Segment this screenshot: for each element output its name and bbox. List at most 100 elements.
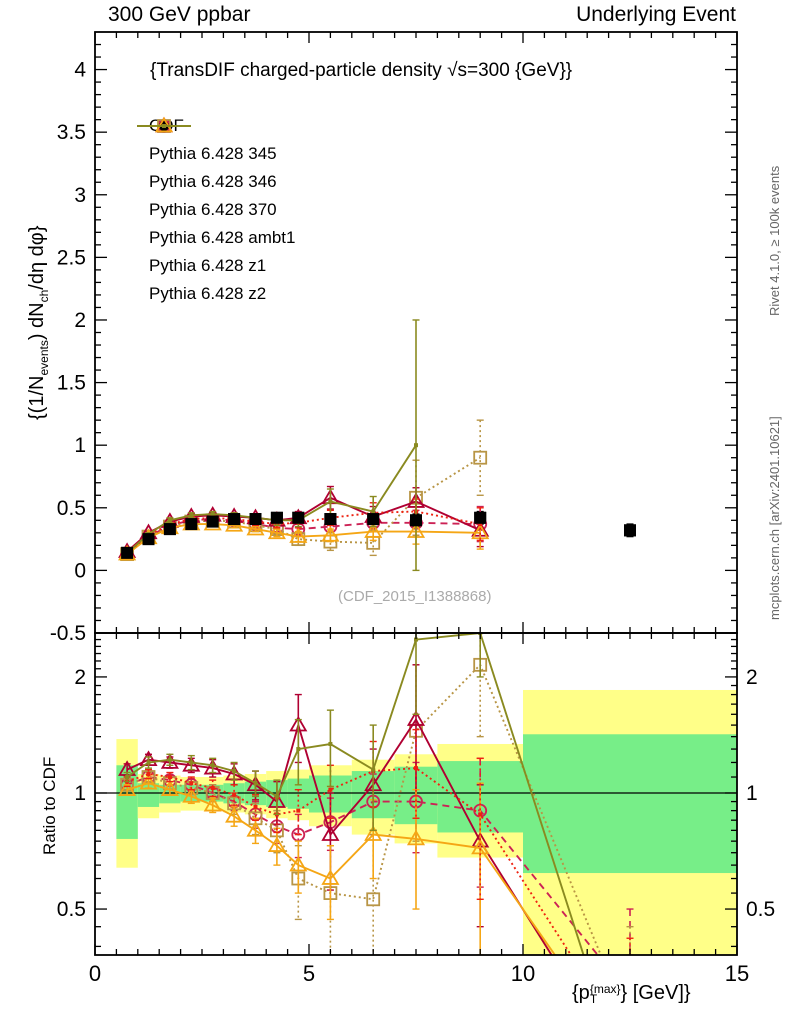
y-tick-label: 1.5: [57, 372, 86, 395]
legend-label: Pythia 6.428 345: [149, 144, 277, 163]
marker-square-filled: [228, 513, 241, 526]
marker-triangle: [182, 787, 201, 803]
marker-dot: [296, 747, 301, 752]
ratio-line: [126, 776, 599, 955]
ratio-line: [126, 782, 557, 955]
marker-dot: [274, 794, 279, 799]
ratio-y-tick-label: 2: [74, 666, 86, 689]
marker-dot: [189, 781, 194, 786]
marker-square-filled: [249, 513, 262, 526]
marker-dot: [232, 769, 237, 774]
marker-triangle: [160, 753, 179, 769]
marker-dot: [253, 781, 258, 786]
marker-triangle: [364, 825, 383, 841]
marker-square-filled: [163, 523, 176, 536]
marker-dot: [253, 804, 258, 809]
marker-dot: [232, 792, 237, 797]
marker-dot: [296, 808, 301, 813]
marker-dot: [414, 637, 418, 642]
x-label-p1: {p: [572, 982, 590, 1004]
legend-item[interactable]: Pythia 6.428 z1: [135, 124, 295, 280]
marker-triangle: [246, 821, 265, 837]
marker-square: [366, 892, 381, 907]
marker-triangle: [321, 526, 340, 542]
legend-swatch: [137, 124, 191, 128]
legend-item[interactable]: Pythia 6.428 z2: [135, 124, 295, 308]
marker-square-filled: [270, 511, 283, 524]
legend-item[interactable]: Pythia 6.428 ambt1: [135, 116, 296, 252]
marker-dot: [125, 775, 130, 780]
legend-item[interactable]: Pythia 6.428 345: [135, 119, 295, 168]
ratio-line: [126, 633, 585, 955]
marker-square-filled: [142, 533, 155, 546]
marker-dot: [189, 760, 194, 765]
legend-label: Pythia 6.428 z2: [149, 284, 267, 303]
marker-triangle: [289, 855, 308, 872]
marker-triangle: [321, 825, 340, 841]
marker-dot: [146, 772, 151, 777]
ratio-y-tick-label-right: 2: [746, 666, 758, 689]
x-axis-label: {p {max} T } [GeV]}: [572, 982, 691, 1005]
marker-triangle: [246, 519, 265, 536]
ratio-line: [126, 663, 602, 955]
marker-dot: [478, 812, 483, 817]
band-inner: [523, 734, 737, 874]
y-tick-label: -0.5: [50, 622, 86, 645]
legend-label: Pythia 6.428 ambt1: [149, 228, 296, 247]
marker-triangle: [160, 780, 179, 796]
marker-triangle: [267, 836, 286, 852]
marker-dot: [167, 757, 172, 762]
marker-dot: [167, 775, 172, 780]
legend-item[interactable]: Pythia 6.428 370: [135, 116, 295, 224]
marker-circle: [624, 989, 636, 1001]
y-tick-label: 3.5: [57, 121, 86, 144]
plot-title: {TransDIF charged-particle density √s=30…: [150, 60, 573, 81]
marker-square: [624, 1019, 636, 1024]
cdf-data-points: [121, 511, 636, 559]
marker-square-filled: [410, 514, 422, 527]
marker-dot: [478, 522, 483, 527]
marker-square-filled: [324, 513, 337, 526]
ratio-y-tick-label-right: 0.5: [746, 898, 775, 921]
marker-triangle: [139, 773, 158, 790]
marker-dot: [371, 509, 376, 514]
y-tick-label: 2.5: [57, 246, 86, 269]
marker-square-filled: [206, 515, 219, 528]
ratio-uncertainty-bands: [116, 689, 737, 955]
marker-triangle: [182, 755, 201, 772]
marker-triangle: [406, 829, 426, 846]
header-left: 300 GeV ppbar: [108, 3, 251, 26]
marker-square-filled: [474, 511, 487, 524]
marker-dot: [328, 499, 333, 504]
ratio-y-tick-label: 1: [74, 782, 86, 805]
y-tick-label: 1: [74, 434, 86, 457]
marker-square-filled: [121, 546, 134, 559]
header-right: Underlying Event: [576, 3, 736, 26]
x-tick-label: 15: [725, 961, 749, 986]
marker-triangle: [118, 780, 137, 796]
y-tick-label: 3: [74, 184, 86, 207]
ratio-y-tick-label-right: 1: [746, 782, 758, 805]
ratio-line: [126, 717, 553, 955]
marker-square-filled: [292, 511, 305, 524]
marker-triangle: [289, 527, 308, 543]
legend-item[interactable]: Pythia 6.428 346: [135, 119, 295, 196]
marker-dot: [414, 443, 418, 448]
x-label-p4: } [GeV]}: [620, 982, 691, 1004]
marker-triangle: [267, 523, 286, 540]
main-line: [126, 444, 417, 554]
marker-triangle: [321, 869, 340, 885]
marker-dot: [146, 760, 151, 765]
x-tick-label: 0: [89, 961, 101, 986]
x-tick-label: 10: [511, 961, 535, 986]
ratio-y-tick-label: 0.5: [57, 898, 86, 921]
marker-square-filled: [185, 518, 198, 531]
y-tick-label: 2: [74, 309, 86, 332]
ratio-line: [126, 767, 573, 955]
marker-dot: [162, 124, 166, 128]
band-inner: [287, 778, 309, 809]
marker-square-filled: [624, 524, 636, 537]
